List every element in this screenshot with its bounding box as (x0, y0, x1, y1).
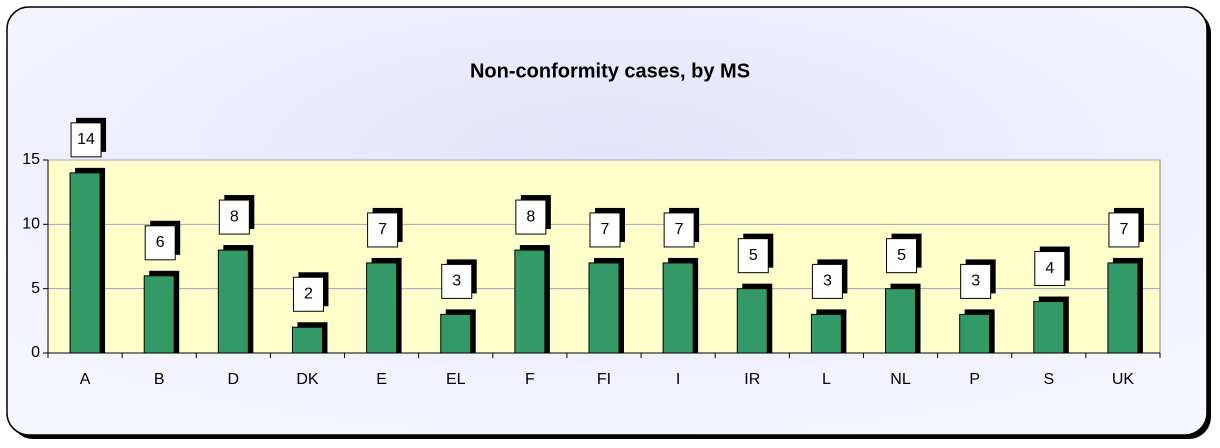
x-tick-label: IR (744, 371, 760, 388)
data-label: 7 (601, 221, 610, 238)
x-tick-label: A (80, 371, 91, 388)
data-label: 7 (1119, 221, 1128, 238)
label-box (292, 276, 324, 312)
bar (366, 262, 398, 354)
x-tick-label: F (525, 371, 535, 388)
bar (588, 262, 620, 354)
label-box (811, 263, 843, 299)
data-label: 7 (378, 221, 387, 238)
bar (69, 172, 101, 354)
bar (662, 262, 694, 354)
data-label: 4 (1045, 260, 1054, 277)
label-box (70, 122, 102, 158)
x-tick-label: B (154, 371, 165, 388)
label-box (589, 212, 621, 248)
y-tick-label: 10 (22, 216, 40, 233)
label-box (144, 225, 176, 261)
x-tick-label: S (1043, 371, 1054, 388)
bar (143, 275, 175, 354)
label-box (367, 212, 399, 248)
label-box (1034, 251, 1066, 287)
x-tick-label: EL (446, 371, 466, 388)
bar (514, 249, 546, 354)
data-label: 14 (77, 131, 95, 148)
label-box (737, 238, 769, 274)
label-box (218, 199, 250, 235)
bar (1033, 301, 1065, 354)
x-tick-label: D (228, 371, 240, 388)
bar (291, 326, 323, 354)
x-tick-label: DK (296, 371, 319, 388)
y-tick-label: 15 (22, 151, 40, 168)
x-tick-label: L (822, 371, 831, 388)
y-tick-label: 5 (31, 280, 40, 297)
bar (440, 313, 472, 354)
bar (885, 288, 917, 354)
data-label: 7 (675, 221, 684, 238)
label-box (441, 263, 473, 299)
chart-title: Non-conformity cases, by MS (470, 60, 750, 82)
x-tick-label: UK (1112, 371, 1135, 388)
label-box (960, 263, 992, 299)
label-box (886, 238, 918, 274)
marks: 14 6 8 2 7 3 8 7 7 5 3 5 3 4 7 (69, 117, 1144, 354)
bar (736, 288, 768, 354)
data-label: 5 (897, 247, 906, 264)
label-box (515, 199, 547, 235)
x-tick-label: NL (890, 371, 911, 388)
x-tick-label: FI (597, 371, 611, 388)
data-label: 2 (304, 285, 313, 302)
data-label: 3 (971, 273, 980, 290)
bar (810, 313, 842, 354)
data-label: 3 (823, 273, 832, 290)
y-tick-label: 0 (31, 344, 40, 361)
x-tick-label: E (376, 371, 387, 388)
bar (959, 313, 991, 354)
data-label: 8 (230, 208, 239, 225)
data-label: 6 (156, 234, 165, 251)
data-label: 5 (749, 247, 758, 264)
data-label: 3 (452, 273, 461, 290)
x-tick-label: I (676, 371, 680, 388)
label-box (1108, 212, 1140, 248)
bar (1107, 262, 1139, 354)
x-tick-label: P (969, 371, 980, 388)
data-label: 8 (526, 208, 535, 225)
bar (217, 249, 249, 354)
label-box (663, 212, 695, 248)
